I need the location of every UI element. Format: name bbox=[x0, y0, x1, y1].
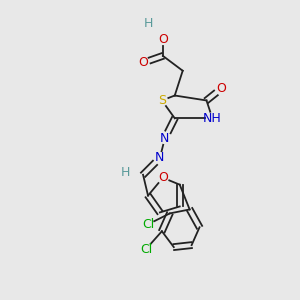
Text: O: O bbox=[158, 171, 168, 184]
Text: NH: NH bbox=[203, 112, 222, 125]
Text: O: O bbox=[216, 82, 226, 95]
Text: Cl: Cl bbox=[140, 243, 152, 256]
Text: O: O bbox=[138, 56, 148, 69]
Text: H: H bbox=[121, 166, 130, 179]
Text: H: H bbox=[143, 17, 153, 30]
Text: Cl: Cl bbox=[142, 218, 154, 231]
Text: N: N bbox=[155, 152, 165, 164]
Text: S: S bbox=[158, 94, 166, 107]
Text: O: O bbox=[158, 32, 168, 46]
Text: N: N bbox=[160, 132, 170, 145]
